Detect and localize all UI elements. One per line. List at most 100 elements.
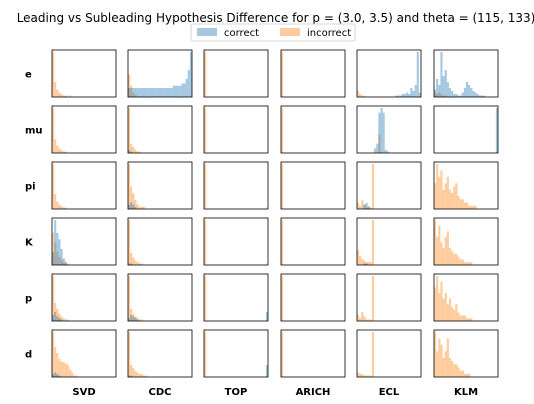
bar-correct-p-SVD-2 [56,316,59,321]
bar-correct-e-KLM-6 [446,82,449,97]
bar-incorrect-K-KLM-10 [455,253,458,265]
bar-incorrect-pi-ECL-1 [359,206,362,209]
bar-incorrect-K-KLM-0 [434,220,437,265]
panel-K-ECL [356,217,422,266]
bar-incorrect-e-KLM-3 [440,94,443,97]
bar-correct-e-ECL-25 [410,88,413,97]
bar-correct-e-KLM-14 [463,88,466,97]
panel-frame [356,49,422,98]
bar-correct-e-ECL-19 [397,95,400,97]
bar-incorrect-e-KLM-4 [442,95,445,97]
bar-incorrect-mu-CDC-1 [130,144,133,153]
panel-pi-ARICH [280,161,346,210]
bar-incorrect-e-ECL-0 [357,91,360,97]
bar-correct-e-KLM-9 [453,94,456,97]
bar-incorrect-K-KLM-7 [448,248,452,266]
bar-incorrect-pi-SVD-1 [54,194,57,209]
bar-incorrect-pi-KLM-4 [442,189,445,209]
panel-frame [203,105,269,154]
bar-incorrect-p-ECL-6 [369,319,372,321]
bar-incorrect-pi-KLM-2 [438,176,441,209]
bar-incorrect-p-ECL-3 [363,316,366,321]
panel-K-ARICH [280,217,346,266]
bar-incorrect-p-ECL-2 [361,312,364,321]
bar-correct-e-CDC-8 [145,88,148,97]
bar-correct-e-KLM-1 [436,79,439,97]
panel-e-KLM [433,49,499,98]
bar-incorrect-pi-CDC-2 [132,193,135,209]
bar-incorrect-pi-KLM-3 [440,170,443,209]
bar-incorrect-mu-SVD-4 [60,150,63,153]
bar-incorrect-d-KLM-5 [444,351,447,377]
bar-incorrect-d-KLM-11 [457,367,460,377]
bar-incorrect-p-KLM-11 [457,312,460,321]
bar-correct-e-CDC-29 [189,52,192,97]
bar-incorrect-p-ECL-0 [357,315,360,321]
bar-incorrect-p-KLM-7 [448,298,452,321]
bar-correct-e-CDC-13 [155,88,158,97]
panel-d-SVD [51,329,117,378]
bar-incorrect-mu-SVD-0 [52,108,55,153]
panel-mu-SVD [51,105,117,154]
panel-frame [127,161,193,210]
column-label-ARICH: ARICH [296,387,331,398]
bar-incorrect-d-CDC-5 [138,374,141,377]
bar-incorrect-d-CDC-2 [132,368,135,377]
bar-incorrect-K-KLM-9 [453,253,456,265]
bar-incorrect-mu-CDC-2 [132,147,135,153]
bar-correct-e-CDC-4 [136,88,139,97]
bar-correct-e-CDC-9 [147,88,150,97]
bar-incorrect-pi-KLM-12 [459,199,462,209]
bar-incorrect-K-SVD-6 [64,263,67,265]
bar-incorrect-p-ECL-7 [371,276,375,321]
bar-incorrect-pi-KLM-17 [470,205,473,209]
bar-incorrect-pi-KLM-1 [436,164,439,209]
bar-correct-e-CDC-28 [187,70,190,97]
panel-e-ECL [356,49,422,98]
bar-incorrect-p-SVD-2 [56,309,59,321]
bar-incorrect-K-SVD-3 [58,256,61,265]
bar-incorrect-d-SVD-5 [62,362,65,377]
row-labels: e mu pi Kp d [25,70,43,361]
panel-d-KLM [433,329,499,378]
row-label-K: K [25,238,34,249]
bar-incorrect-d-ECL-3 [363,375,366,377]
panel-frame [51,217,117,266]
bar-incorrect-d-KLM-3 [440,344,443,377]
bar-correct-e-CDC-0 [128,88,131,97]
bar-incorrect-p-TOP-0 [204,276,207,321]
panel-mu-KLM [433,105,499,154]
bar-correct-e-CDC-20 [170,88,173,97]
bar-correct-e-KLM-18 [472,91,475,97]
panel-pi-CDC [127,161,193,210]
panel-d-ARICH [280,329,346,378]
bar-incorrect-d-KLM-12 [459,370,462,377]
panel-frame [433,273,499,322]
panel-frame [356,105,422,154]
bar-incorrect-d-KLM-0 [434,332,437,377]
bar-incorrect-K-CDC-4 [136,262,139,265]
bar-incorrect-p-CDC-4 [136,318,139,321]
bar-incorrect-d-ECL-4 [365,375,368,377]
bar-correct-e-KLM-13 [461,92,464,97]
bar-incorrect-K-KLM-17 [470,262,473,265]
bar-incorrect-pi-CDC-4 [136,204,139,209]
bar-incorrect-d-KLM-1 [436,351,439,377]
row-label-p: p [25,294,32,305]
bar-incorrect-pi-CDC-5 [138,206,141,209]
bar-incorrect-K-SVD-2 [56,252,59,265]
legend-label-incorrect: incorrect [307,28,351,39]
bar-incorrect-d-ARICH-0 [281,332,284,377]
bar-incorrect-K-CDC-0 [128,220,131,265]
bar-incorrect-d-SVD-9 [71,372,74,377]
bar-incorrect-e-ECL-1 [359,94,362,97]
panel-d-CDC [127,329,193,378]
bar-incorrect-pi-ECL-6 [369,207,372,209]
bar-incorrect-p-KLM-16 [468,318,471,321]
chart-title: Leading vs Subleading Hypothesis Differe… [17,11,534,25]
panel-pi-ECL [356,161,422,210]
bar-correct-e-CDC-19 [168,88,171,97]
bar-incorrect-d-SVD-6 [64,363,67,377]
bar-incorrect-d-SVD-10 [73,375,76,377]
column-label-KLM: KLM [454,387,478,398]
